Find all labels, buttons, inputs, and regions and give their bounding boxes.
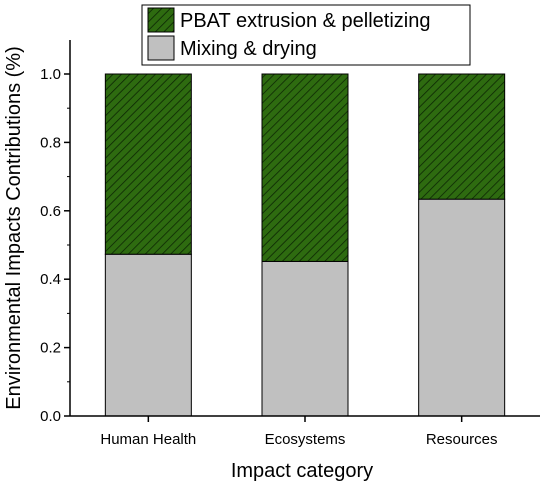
- x-tick-label: Resources: [426, 431, 498, 448]
- y-tick-label: 0.4: [40, 271, 61, 288]
- legend: PBAT extrusion & pelletizing Mixing & dry…: [141, 4, 471, 66]
- y-tick-label: 0.2: [40, 340, 61, 357]
- legend-label: Mixing & drying: [180, 38, 317, 60]
- y-axis-title: Environmental Impacts Contributions (%): [3, 46, 25, 409]
- bar-pbat-extrusion-3: [418, 73, 506, 200]
- x-tick-label: Human Health: [100, 431, 196, 448]
- bars-layer: [104, 73, 506, 417]
- axes-layer: 0.0 0.2 0.4 0.6 0.8 1.0 Human Health Ecosystems…: [40, 40, 540, 448]
- y-tick-label: 0.8: [40, 134, 61, 151]
- bar-mixing-drying-3: [418, 198, 506, 417]
- legend-swatch: [147, 7, 175, 33]
- bar-mixing-drying-1: [104, 253, 192, 417]
- y-tick-label: 1.0: [40, 66, 61, 83]
- y-tick-label: 0.0: [40, 408, 61, 425]
- x-axis-title: Impact category: [231, 460, 373, 482]
- bar-mixing-drying-2: [261, 260, 349, 417]
- bar-pbat-extrusion-1: [104, 73, 192, 255]
- bar-pbat-extrusion-2: [261, 73, 349, 262]
- legend-label: PBAT extrusion & pelletizing: [180, 10, 431, 32]
- y-tick-label: 0.6: [40, 203, 61, 220]
- x-tick-label: Ecosystems: [265, 431, 346, 448]
- legend-swatch: [147, 35, 175, 61]
- legend-box: [141, 4, 471, 66]
